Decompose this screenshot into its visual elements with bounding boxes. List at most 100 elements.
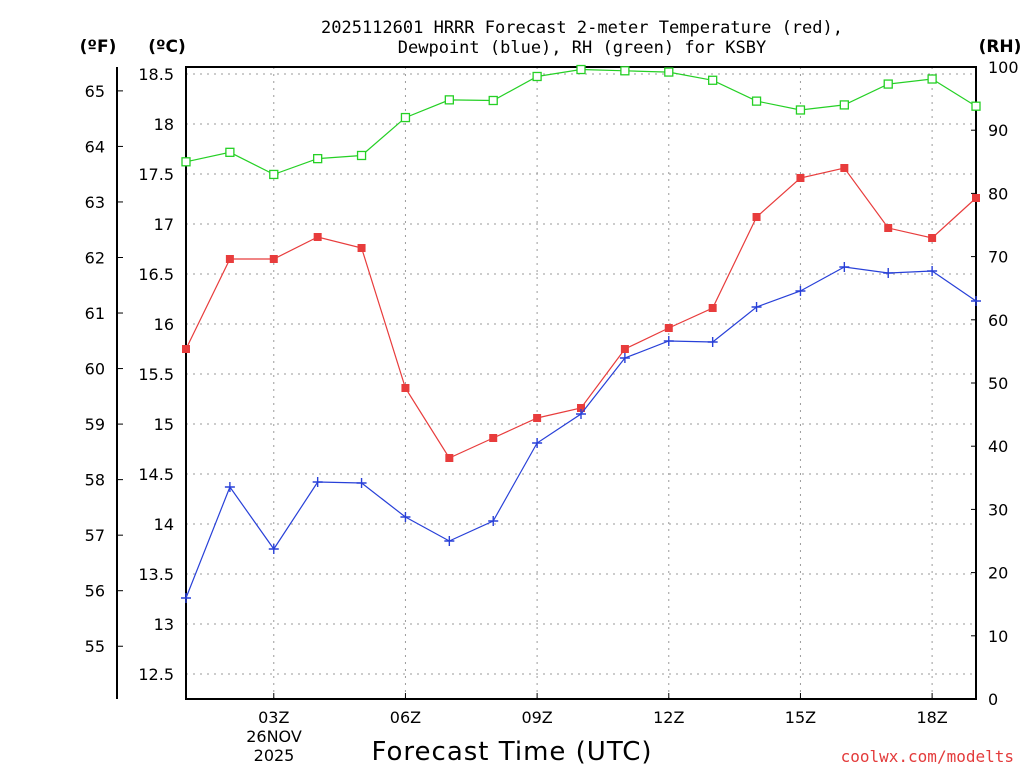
rh-tick-label: 70 bbox=[988, 248, 1008, 267]
plot-frame bbox=[185, 66, 977, 700]
x-axis-title: Forecast Time (UTC) bbox=[371, 737, 652, 767]
temperature-point bbox=[269, 255, 278, 263]
rh-tick-label: 50 bbox=[988, 374, 1008, 393]
dewpoint-point bbox=[663, 336, 674, 346]
rh-point bbox=[444, 95, 454, 105]
rh-point bbox=[225, 147, 235, 157]
rh-tick-label: 100 bbox=[988, 58, 1019, 77]
rh-point bbox=[883, 79, 893, 89]
temperature-point bbox=[884, 224, 893, 232]
temperature-point bbox=[489, 434, 498, 442]
dewpoint-point bbox=[356, 478, 367, 488]
rh-tick-label: 20 bbox=[988, 564, 1008, 583]
rh-point bbox=[839, 100, 849, 110]
fahrenheit-tick-label: 56 bbox=[85, 582, 105, 601]
dewpoint-point bbox=[268, 544, 279, 554]
rh-unit-label: (RH) bbox=[979, 37, 1022, 57]
celsius-tick-label: 16 bbox=[154, 315, 174, 334]
rh-point bbox=[620, 66, 630, 76]
rh-point bbox=[356, 150, 367, 161]
dewpoint-point bbox=[927, 266, 938, 276]
temperature-point bbox=[972, 194, 980, 202]
temperature-point bbox=[928, 234, 937, 242]
fahrenheit-tick-label: 62 bbox=[85, 248, 105, 267]
temperature-point bbox=[796, 174, 805, 182]
fahrenheit-tick-label: 58 bbox=[85, 471, 105, 490]
celsius-tick-label: 13 bbox=[154, 615, 174, 634]
celsius-tick-label: 12.5 bbox=[138, 665, 174, 684]
rh-point bbox=[488, 95, 498, 106]
x-tick-label: 03Z bbox=[258, 708, 289, 727]
rh-tick-label: 30 bbox=[988, 500, 1008, 519]
rh-tick-label: 90 bbox=[988, 121, 1008, 140]
dewpoint-point bbox=[751, 302, 762, 312]
celsius-tick-label: 18 bbox=[154, 115, 174, 134]
temperature-point bbox=[225, 255, 234, 263]
temperature-point bbox=[533, 414, 542, 422]
rh-point bbox=[971, 101, 981, 111]
fahrenheit-tick-label: 61 bbox=[85, 304, 105, 323]
temperature-point bbox=[708, 304, 717, 312]
rh-point bbox=[269, 169, 279, 180]
temperature-point bbox=[752, 213, 761, 221]
celsius-tick-label: 15.5 bbox=[138, 365, 174, 384]
dewpoint-point bbox=[619, 353, 630, 363]
temperature-point bbox=[182, 345, 190, 353]
rh-point bbox=[708, 75, 718, 85]
dewpoint-point bbox=[444, 536, 455, 546]
temperature-point bbox=[445, 454, 454, 462]
rh-point bbox=[795, 105, 806, 115]
fahrenheit-tick-label: 65 bbox=[85, 82, 105, 101]
fahrenheit-unit-label: (ºF) bbox=[80, 37, 117, 57]
rh-tick-label: 60 bbox=[988, 311, 1008, 330]
x-tick-label: 18Z bbox=[916, 708, 947, 727]
temperature-point bbox=[401, 384, 410, 392]
x-tick-label: 09Z bbox=[521, 708, 552, 727]
celsius-tick-label: 18.5 bbox=[138, 65, 174, 84]
dewpoint-point bbox=[576, 409, 586, 419]
x-tick-label: 06Z bbox=[390, 708, 421, 727]
temperature-point bbox=[664, 324, 673, 332]
fahrenheit-tick-label: 55 bbox=[85, 637, 105, 656]
celsius-unit-label: (ºC) bbox=[148, 37, 186, 57]
dewpoint-point bbox=[795, 286, 806, 296]
dewpoint-point bbox=[181, 593, 191, 603]
fahrenheit-tick-label: 59 bbox=[85, 415, 105, 434]
rh-point bbox=[927, 74, 937, 84]
temperature-point bbox=[577, 404, 585, 412]
rh-point bbox=[313, 153, 323, 164]
rh-point bbox=[751, 96, 762, 106]
temperature-point bbox=[840, 164, 849, 172]
fahrenheit-tick-label: 64 bbox=[85, 137, 105, 156]
dewpoint-line bbox=[185, 266, 977, 599]
celsius-tick-label: 14 bbox=[154, 515, 174, 534]
fahrenheit-tick-label: 63 bbox=[85, 193, 105, 212]
data-series bbox=[181, 64, 981, 603]
dewpoint-point bbox=[971, 296, 981, 306]
rh-point bbox=[664, 67, 674, 77]
rh-tick-label: 80 bbox=[988, 184, 1008, 203]
temperature-point bbox=[357, 244, 366, 252]
fahrenheit-tick-label: 60 bbox=[85, 360, 105, 379]
rh-point bbox=[532, 71, 542, 82]
rh-tick-label: 40 bbox=[988, 437, 1008, 456]
rh-point bbox=[576, 64, 586, 75]
dewpoint-point bbox=[707, 337, 718, 347]
fahrenheit-tick-label: 57 bbox=[85, 526, 105, 545]
rh-tick-label: 10 bbox=[988, 627, 1008, 646]
dewpoint-point bbox=[400, 512, 411, 522]
x-tick-label: 12Z bbox=[653, 708, 684, 727]
celsius-tick-label: 13.5 bbox=[138, 565, 174, 584]
temperature-point bbox=[620, 345, 629, 353]
rh-point bbox=[181, 157, 191, 167]
celsius-tick-label: 15 bbox=[154, 415, 174, 434]
dewpoint-point bbox=[488, 516, 499, 526]
axis-tick-labels: 12.5 13 13.5 14 14.5 15 15.5 16 16.5 17 17.5 18 18.5… bbox=[85, 58, 1019, 727]
temperature-point bbox=[313, 233, 322, 241]
celsius-tick-label: 14.5 bbox=[138, 465, 174, 484]
celsius-tick-label: 17 bbox=[154, 215, 174, 234]
rh-point bbox=[400, 112, 411, 123]
dewpoint-point bbox=[839, 262, 850, 272]
chart-title-line-1: 2025112601 HRRR Forecast 2-meter Tempera… bbox=[321, 18, 843, 38]
